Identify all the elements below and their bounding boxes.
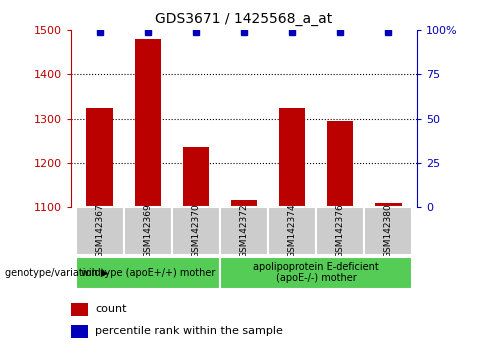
Bar — [172, 207, 220, 255]
Text: GSM142370: GSM142370 — [191, 204, 201, 258]
Title: GDS3671 / 1425568_a_at: GDS3671 / 1425568_a_at — [155, 12, 333, 26]
Bar — [327, 121, 353, 207]
Text: percentile rank within the sample: percentile rank within the sample — [95, 326, 283, 336]
Text: GSM142369: GSM142369 — [143, 204, 152, 258]
Bar — [86, 108, 113, 207]
Bar — [220, 257, 412, 289]
Text: count: count — [95, 304, 126, 314]
Text: GSM142372: GSM142372 — [240, 204, 248, 258]
Bar — [316, 207, 365, 255]
Bar — [231, 200, 257, 207]
Bar — [220, 207, 268, 255]
Text: GSM142374: GSM142374 — [287, 204, 297, 258]
Bar — [268, 207, 316, 255]
Bar — [365, 207, 412, 255]
Bar — [135, 39, 161, 207]
Bar — [375, 202, 402, 207]
Text: genotype/variation ▶: genotype/variation ▶ — [5, 268, 108, 278]
Bar — [76, 207, 123, 255]
Text: GSM142380: GSM142380 — [384, 204, 393, 258]
Bar — [123, 207, 172, 255]
Bar — [279, 108, 305, 207]
Text: wildtype (apoE+/+) mother: wildtype (apoE+/+) mother — [81, 268, 215, 278]
Bar — [183, 147, 209, 207]
Bar — [76, 257, 220, 289]
Bar — [71, 325, 88, 338]
Text: GSM142367: GSM142367 — [95, 204, 104, 258]
Text: GSM142376: GSM142376 — [336, 204, 345, 258]
Bar — [71, 303, 88, 316]
Text: apolipoprotein E-deficient
(apoE-/-) mother: apolipoprotein E-deficient (apoE-/-) mot… — [253, 262, 379, 284]
